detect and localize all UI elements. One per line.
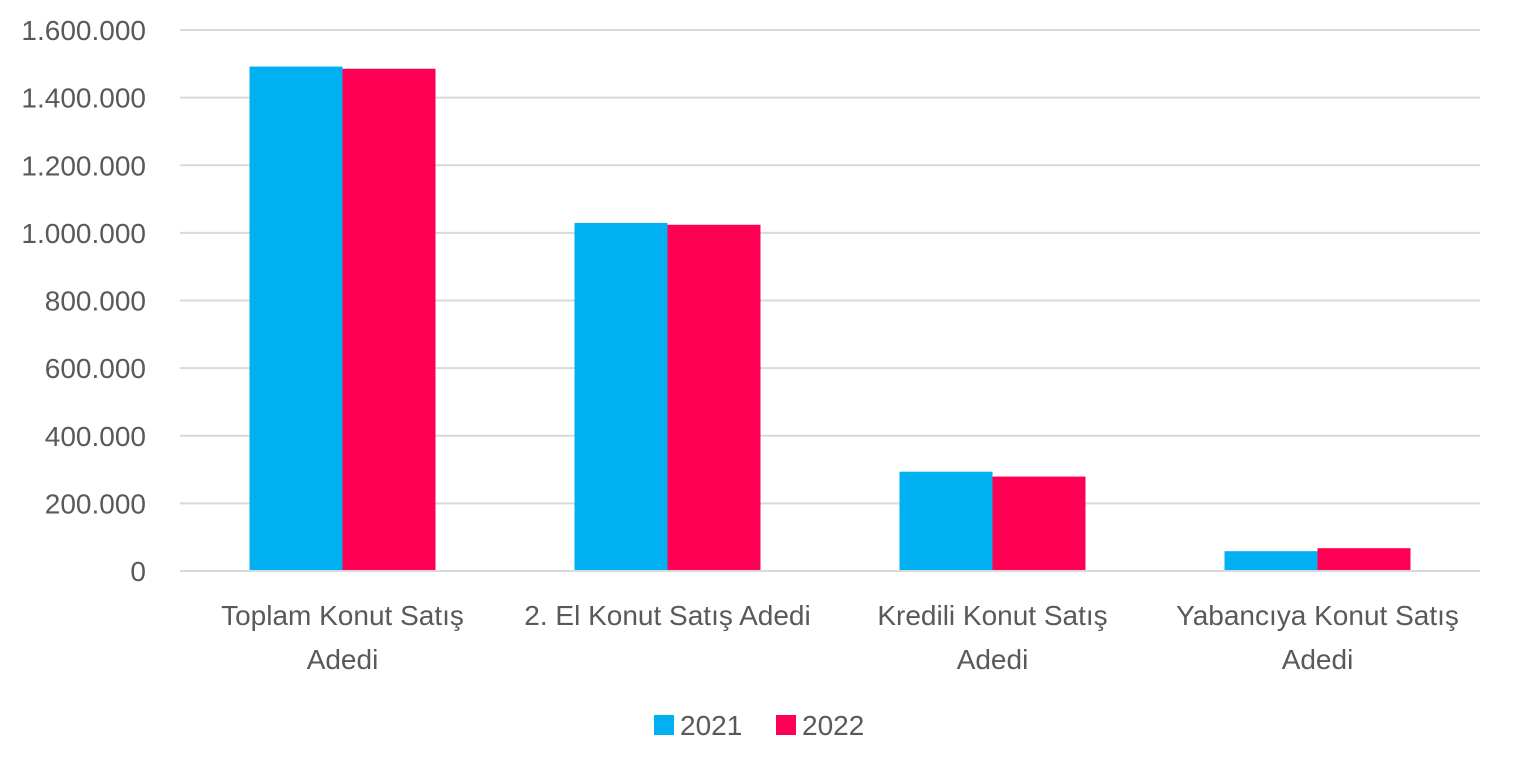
legend: 2021 2022 <box>654 710 864 741</box>
y-axis-tick-labels: 0 200.000 400.000 600.000 800.000 1.000.000 1.… <box>21 15 146 587</box>
bars <box>249 66 1411 571</box>
x-tick-label-line: Yabancıya Konut Satış <box>1176 600 1459 631</box>
y-tick-label: 1.200.000 <box>21 150 146 181</box>
x-tick-label-line: Adedi <box>957 644 1029 675</box>
y-tick-label: 1.000.000 <box>21 218 146 249</box>
legend-label: 2021 <box>680 710 742 741</box>
bar-2022-2 <box>992 476 1086 571</box>
bar-2022-3 <box>1317 548 1411 571</box>
legend-label: 2022 <box>802 710 864 741</box>
x-tick-label-line: Adedi <box>1282 644 1354 675</box>
bar-2021-3 <box>1224 551 1318 571</box>
y-tick-label: 1.400.000 <box>21 83 146 114</box>
x-axis-tick-labels: Toplam Konut Satış Adedi 2. El Konut Satış… <box>221 600 1459 675</box>
bar-2021-2 <box>899 471 993 571</box>
y-tick-label: 600.000 <box>45 353 146 384</box>
x-tick-label: 2. El Konut Satış Adedi <box>524 600 810 631</box>
x-tick-label-line: Toplam Konut Satış <box>221 600 464 631</box>
y-tick-label: 1.600.000 <box>21 15 146 46</box>
y-tick-label: 800.000 <box>45 286 146 317</box>
y-tick-label: 400.000 <box>45 421 146 452</box>
x-tick-label: Toplam Konut Satış Adedi <box>221 600 464 675</box>
y-tick-label: 200.000 <box>45 488 146 519</box>
x-tick-label-line: 2. El Konut Satış Adedi <box>524 600 810 631</box>
bar-2022-0 <box>342 68 436 571</box>
x-tick-label: Kredili Konut Satış Adedi <box>877 600 1107 675</box>
x-tick-label-line: Kredili Konut Satış <box>877 600 1107 631</box>
x-tick-label: Yabancıya Konut Satış Adedi <box>1176 600 1459 675</box>
x-tick-label-line: Adedi <box>307 644 379 675</box>
bar-2021-1 <box>574 222 668 571</box>
legend-swatch-2021 <box>654 715 674 735</box>
bar-2021-0 <box>249 66 343 571</box>
y-tick-label: 0 <box>130 556 146 587</box>
bar-2022-1 <box>667 224 761 571</box>
legend-swatch-2022 <box>776 715 796 735</box>
